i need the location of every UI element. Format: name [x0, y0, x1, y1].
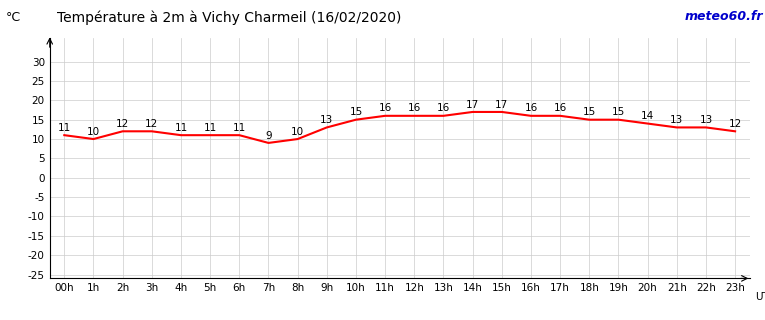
Text: 11: 11: [233, 123, 246, 133]
Text: 10: 10: [87, 127, 100, 137]
Text: 13: 13: [699, 115, 712, 125]
Text: 15: 15: [350, 108, 363, 117]
Text: 10: 10: [291, 127, 304, 137]
Text: 17: 17: [495, 100, 509, 110]
Text: Température à 2m à Vichy Charmeil (16/02/2020): Température à 2m à Vichy Charmeil (16/02…: [57, 10, 402, 25]
Text: 13: 13: [321, 115, 334, 125]
Text: 11: 11: [174, 123, 187, 133]
Text: 16: 16: [554, 103, 567, 114]
Text: UTC: UTC: [756, 292, 765, 302]
Text: 13: 13: [670, 115, 683, 125]
Text: 11: 11: [203, 123, 216, 133]
Text: 16: 16: [408, 103, 421, 114]
Text: 12: 12: [116, 119, 129, 129]
Text: 12: 12: [728, 119, 742, 129]
Text: 9: 9: [265, 131, 272, 140]
Text: 11: 11: [57, 123, 71, 133]
Text: 16: 16: [524, 103, 538, 114]
Text: meteo60.fr: meteo60.fr: [685, 10, 763, 23]
Text: 15: 15: [612, 108, 625, 117]
Text: 12: 12: [145, 119, 158, 129]
Text: 16: 16: [379, 103, 392, 114]
Text: 17: 17: [466, 100, 479, 110]
Text: 16: 16: [437, 103, 450, 114]
Text: 14: 14: [641, 111, 654, 121]
Text: 15: 15: [583, 108, 596, 117]
Text: °C: °C: [6, 11, 21, 24]
